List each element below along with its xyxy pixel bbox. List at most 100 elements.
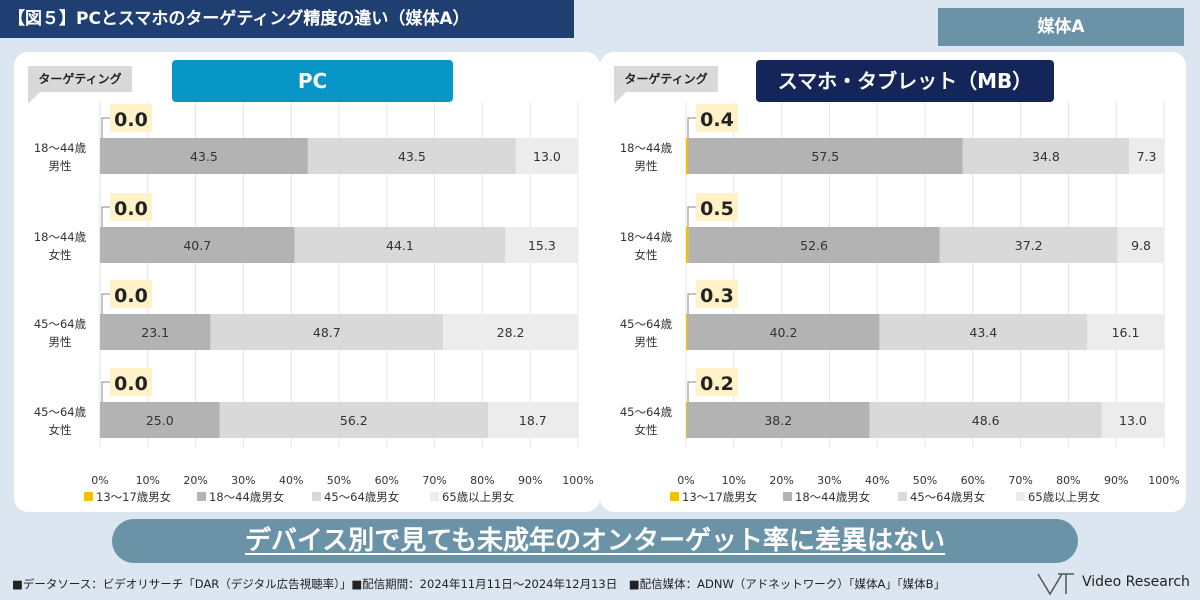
x-tick-label: 70% — [422, 474, 446, 487]
x-tick-label: 0% — [91, 474, 108, 487]
bar-value-label: 16.1 — [1112, 325, 1140, 340]
bar-value-label: 38.2 — [764, 413, 792, 428]
callout-highlight — [110, 368, 152, 396]
bar-value-label: 40.2 — [770, 325, 798, 340]
bar-value-label: 43.4 — [969, 325, 997, 340]
bar-value-label: 57.5 — [811, 149, 839, 164]
callout-highlight — [696, 280, 738, 308]
callout-highlight — [110, 193, 152, 221]
bar-segment-4 — [488, 402, 578, 438]
legend-label: 13～17歳男女 — [682, 490, 757, 504]
x-tick-label: 90% — [518, 474, 542, 487]
x-tick-label: 0% — [677, 474, 694, 487]
bar-segment-1 — [686, 314, 688, 350]
bar-segment-2 — [688, 227, 940, 263]
legend: 13～17歳男女 18～44歳男女 45～64歳男女 65歳以上男女 — [84, 490, 514, 504]
bar-segment-4 — [1129, 138, 1164, 174]
bar-value-label: 28.2 — [497, 325, 525, 340]
x-tick-label: 70% — [1008, 474, 1032, 487]
callout-leader-line — [687, 381, 696, 402]
x-tick-label: 20% — [183, 474, 207, 487]
bar-value-label: 52.6 — [800, 238, 828, 253]
bar-segment-3 — [307, 138, 516, 174]
category-label: 18～44歳 — [34, 230, 87, 244]
category-label: 45～64歳 — [620, 317, 673, 331]
x-tick-label: 40% — [865, 474, 889, 487]
video-research-logo-icon — [1037, 573, 1074, 596]
bar-value-label: 48.6 — [972, 413, 1000, 428]
teen-value-label: 0.0 — [114, 373, 148, 395]
legend-swatch — [84, 492, 93, 501]
conclusion-text: デバイス別で見ても未成年のオンターゲット率に差異はない — [245, 526, 945, 556]
conclusion-banner: デバイス別で見ても未成年のオンターゲット率に差異はない — [112, 519, 1078, 563]
teen-value-label: 0.4 — [700, 109, 734, 131]
bar-value-label: 43.5 — [190, 149, 218, 164]
bar-segment-2 — [100, 402, 220, 438]
callout-leader-line — [687, 117, 696, 138]
bar-value-label: 25.0 — [146, 413, 174, 428]
category-label: 45～64歳 — [34, 405, 87, 419]
category-label: 男性 — [49, 335, 72, 349]
bar-value-label: 44.1 — [386, 238, 414, 253]
teen-value-label: 0.0 — [114, 109, 148, 131]
pc-chart-panel: ターゲティング PC 0% 10% 20% 30% 40% 50% 60% 70% 80% 90%… — [14, 52, 600, 512]
callout-highlight — [110, 280, 152, 308]
x-tick-label: 50% — [913, 474, 937, 487]
callout-leader-line — [687, 206, 696, 227]
x-tick-label: 10% — [722, 474, 746, 487]
bar-value-label: 13.0 — [533, 149, 561, 164]
bar-segment-3 — [210, 314, 444, 350]
pc-stacked-bar-chart: 0% 10% 20% 30% 40% 50% 60% 70% 80% 90% 100% 18～44歳男… — [34, 102, 594, 504]
bar-value-label: 9.8 — [1131, 238, 1151, 253]
x-tick-label: 100% — [562, 474, 593, 487]
callout-leader-line — [101, 293, 110, 314]
bar-value-label: 18.7 — [519, 413, 547, 428]
bar-segment-2 — [687, 138, 963, 174]
media-tag: 媒体A — [938, 8, 1184, 46]
category-label: 女性 — [635, 248, 658, 262]
legend-swatch — [312, 492, 321, 501]
category-label: 女性 — [49, 248, 72, 262]
x-tick-label: 60% — [375, 474, 399, 487]
bar-segment-3 — [879, 314, 1088, 350]
bar-value-label: 15.3 — [528, 238, 556, 253]
bar-value-label: 40.7 — [183, 238, 211, 253]
data-source-footnote: ■データソース：ビデオリサーチ「DAR（デジタル広告視聴率）」■配信期間：202… — [12, 577, 946, 591]
bar-value-label: 7.3 — [1137, 149, 1157, 164]
x-tick-label: 50% — [327, 474, 351, 487]
category-label: 女性 — [635, 423, 658, 437]
brand-logo: Video Research — [1034, 570, 1194, 598]
bar-segment-3 — [869, 402, 1102, 438]
mb-stacked-bar-chart: 0% 10% 20% 30% 40% 50% 60% 70% 80% 90% 100% 18～44歳男… — [620, 102, 1180, 504]
callout-highlight — [110, 104, 152, 132]
category-label: 男性 — [635, 159, 658, 173]
bar-value-label: 56.2 — [340, 413, 368, 428]
legend-label: 13～17歳男女 — [96, 490, 171, 504]
bar-segment-4 — [1087, 314, 1164, 350]
category-label: 男性 — [635, 335, 658, 349]
pc-chart-title: PC — [172, 60, 453, 102]
bar-value-label: 48.7 — [313, 325, 341, 340]
mb-chart-panel: ターゲティング スマホ・タブレット（MB） 0% 10% 20% 30% 40% 50% 6… — [600, 52, 1186, 512]
teen-value-label: 0.3 — [700, 285, 734, 307]
callout-leader-line — [101, 117, 110, 138]
bar-segment-4 — [505, 227, 579, 263]
category-label: 45～64歳 — [34, 317, 87, 331]
legend-label: 45～64歳男女 — [324, 490, 399, 504]
figure-title: 【図５】PCとスマホのターゲティング精度の違い（媒体A） — [0, 0, 574, 38]
category-label: 18～44歳 — [620, 141, 673, 155]
bar-segment-2 — [100, 138, 308, 174]
bar-segment-1 — [686, 138, 688, 174]
targeting-label: ターゲティング — [28, 66, 132, 104]
callout-leader-line — [101, 206, 110, 227]
teen-value-label: 0.2 — [700, 373, 734, 395]
bar-value-label: 37.2 — [1015, 238, 1043, 253]
bar-segment-4 — [1117, 227, 1165, 263]
bar-segment-4 — [515, 138, 578, 174]
category-label: 18～44歳 — [34, 141, 87, 155]
x-tick-label: 90% — [1104, 474, 1128, 487]
bar-value-label: 13.0 — [1119, 413, 1147, 428]
category-label: 45～64歳 — [620, 405, 673, 419]
legend-swatch — [783, 492, 792, 501]
bar-segment-3 — [939, 227, 1118, 263]
